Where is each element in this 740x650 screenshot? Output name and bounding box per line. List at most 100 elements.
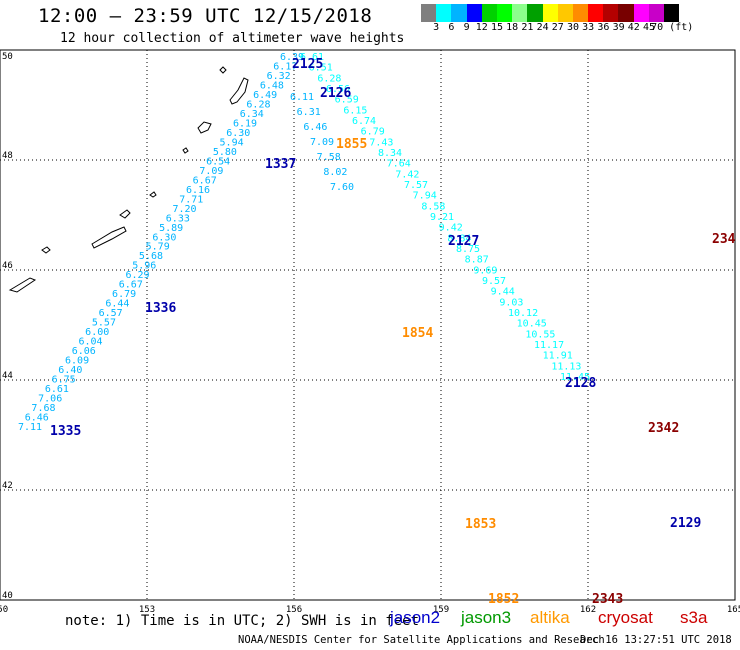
swh-value: 8.02 (323, 167, 347, 178)
swh-value: 5.68 (139, 251, 163, 262)
colorbar-tick: 42 (627, 22, 640, 33)
swh-value: 6.19 (233, 118, 257, 129)
pass-label: 1853 (465, 517, 496, 532)
swh-value: 6.49 (253, 90, 277, 101)
units-note: note: 1) Time is in UTC; 2) SWH is in fe… (65, 613, 420, 629)
swh-value: 6.79 (361, 127, 385, 138)
satellite-s3a: s3a (680, 608, 708, 627)
colorbar-swatch (512, 4, 528, 22)
pass-label: 1852 (488, 592, 519, 607)
colorbar-swatch (633, 4, 649, 22)
colorbar-swatch (466, 4, 482, 22)
swh-value: 6.04 (78, 337, 102, 348)
swh-value: 6.46 (25, 413, 49, 424)
colorbar-swatch (496, 4, 513, 22)
colorbar-tick: 36 (597, 22, 610, 33)
swh-value: 6.34 (240, 109, 264, 120)
map-subtitle: 12 hour collection of altimeter wave hei… (60, 31, 405, 46)
swh-value: 10.55 (525, 329, 555, 340)
timestamp-text: Dec 16 13:27:51 UTC 2018 (580, 634, 732, 646)
swh-value: 10.12 (508, 308, 538, 319)
pass-label: 2125 (292, 57, 323, 72)
swh-value: 11.45 (560, 372, 590, 383)
swh-value: 6.57 (99, 308, 123, 319)
swh-value: 6.46 (303, 122, 327, 133)
colorbar-tick: 21 (521, 22, 534, 33)
swh-value: 7.09 (310, 137, 334, 148)
swh-value: 5.89 (159, 223, 183, 234)
swh-value: 6.54 (206, 156, 230, 167)
satellite-altika: altika (530, 608, 570, 627)
swh-value: 6.30 (226, 128, 250, 139)
swh-value: 6.06 (72, 346, 96, 357)
swh-value: 11.13 (551, 361, 581, 372)
swh-value: 8.84 (447, 233, 471, 244)
island-7 (91, 226, 127, 249)
colorbar-tick: 24 (536, 22, 549, 33)
colorbar (421, 4, 680, 22)
lon-tick-label: 162 (580, 605, 596, 615)
colorbar-swatch (542, 4, 558, 22)
swh-value: 5.79 (146, 242, 170, 253)
swh-value: 7.57 (404, 180, 428, 191)
colorbar-tick: 15 (490, 22, 504, 33)
swh-value: 9.69 (473, 265, 497, 276)
colorbar-swatch (618, 4, 634, 22)
swh-value: 11.91 (543, 351, 573, 362)
pass-label: 1337 (265, 157, 296, 172)
lat-tick-label: 50 (2, 52, 13, 62)
colorbar-swatch (481, 4, 497, 22)
swh-value: 6.75 (52, 375, 76, 386)
island-1 (219, 66, 227, 74)
lon-tick-label: 159 (433, 605, 449, 615)
swh-value: 6.09 (65, 356, 89, 367)
graticule: 150 153 156 159 162 165 50 48 46 44 42 40 (0, 49, 740, 615)
swh-value: 6.39 (280, 52, 304, 63)
pass-label: 1335 (50, 424, 81, 439)
colorbar-tick: 27 (551, 22, 564, 33)
pass-label: 2128 (565, 376, 596, 391)
swh-value: 6.00 (85, 327, 109, 338)
swh-value: 9.44 (491, 287, 515, 298)
swh-value: 9.42 (439, 223, 463, 234)
pass-label: 2342 (648, 421, 679, 436)
lat-tick-label: 46 (2, 261, 13, 271)
island-6 (119, 209, 131, 219)
lat-tick-label: 42 (2, 481, 13, 491)
island-4 (182, 147, 189, 154)
swh-value: 5.57 (92, 318, 116, 329)
island-2 (229, 77, 249, 105)
satellite-jason3: jason3 (461, 608, 512, 627)
island-5 (149, 191, 157, 198)
pass-label: 2127 (448, 234, 479, 249)
pass-labels: 1335 1337 1336 2125 2126 2127 2128 1855 1854 1853… (50, 57, 736, 607)
swh-value: 6.67 (193, 175, 217, 186)
swh-value: 6.29 (125, 270, 149, 281)
swh-value: 9.57 (482, 276, 506, 287)
colorbar-swatch (421, 4, 437, 22)
pass-label: 234 (712, 232, 736, 247)
coastline (8, 66, 249, 293)
colorbar-swatch (648, 4, 664, 22)
swh-value: 8.75 (456, 244, 480, 255)
pass-label: 1336 (145, 301, 176, 316)
swh-value: 8.34 (378, 148, 402, 159)
colorbar-tick: 6 (448, 22, 455, 33)
pass-label: 1854 (402, 326, 433, 341)
swh-value: 6.44 (105, 299, 129, 310)
island-8 (41, 246, 51, 254)
swh-value: 8.87 (465, 255, 489, 266)
swh-value: 7.06 (38, 394, 62, 405)
swh-value: 9.03 (499, 297, 523, 308)
swh-value: 6.30 (152, 232, 176, 243)
island-9 (8, 277, 37, 293)
colorbar-swatch (572, 4, 589, 22)
satellite-cryosat: cryosat (598, 608, 653, 627)
swh-value: 7.71 (179, 194, 203, 205)
swh-value: 6.15 (343, 105, 367, 116)
swh-value: 6.59 (335, 95, 359, 106)
colorbar-tick: 45 (642, 22, 656, 33)
swh-value: 7.43 (369, 137, 393, 148)
